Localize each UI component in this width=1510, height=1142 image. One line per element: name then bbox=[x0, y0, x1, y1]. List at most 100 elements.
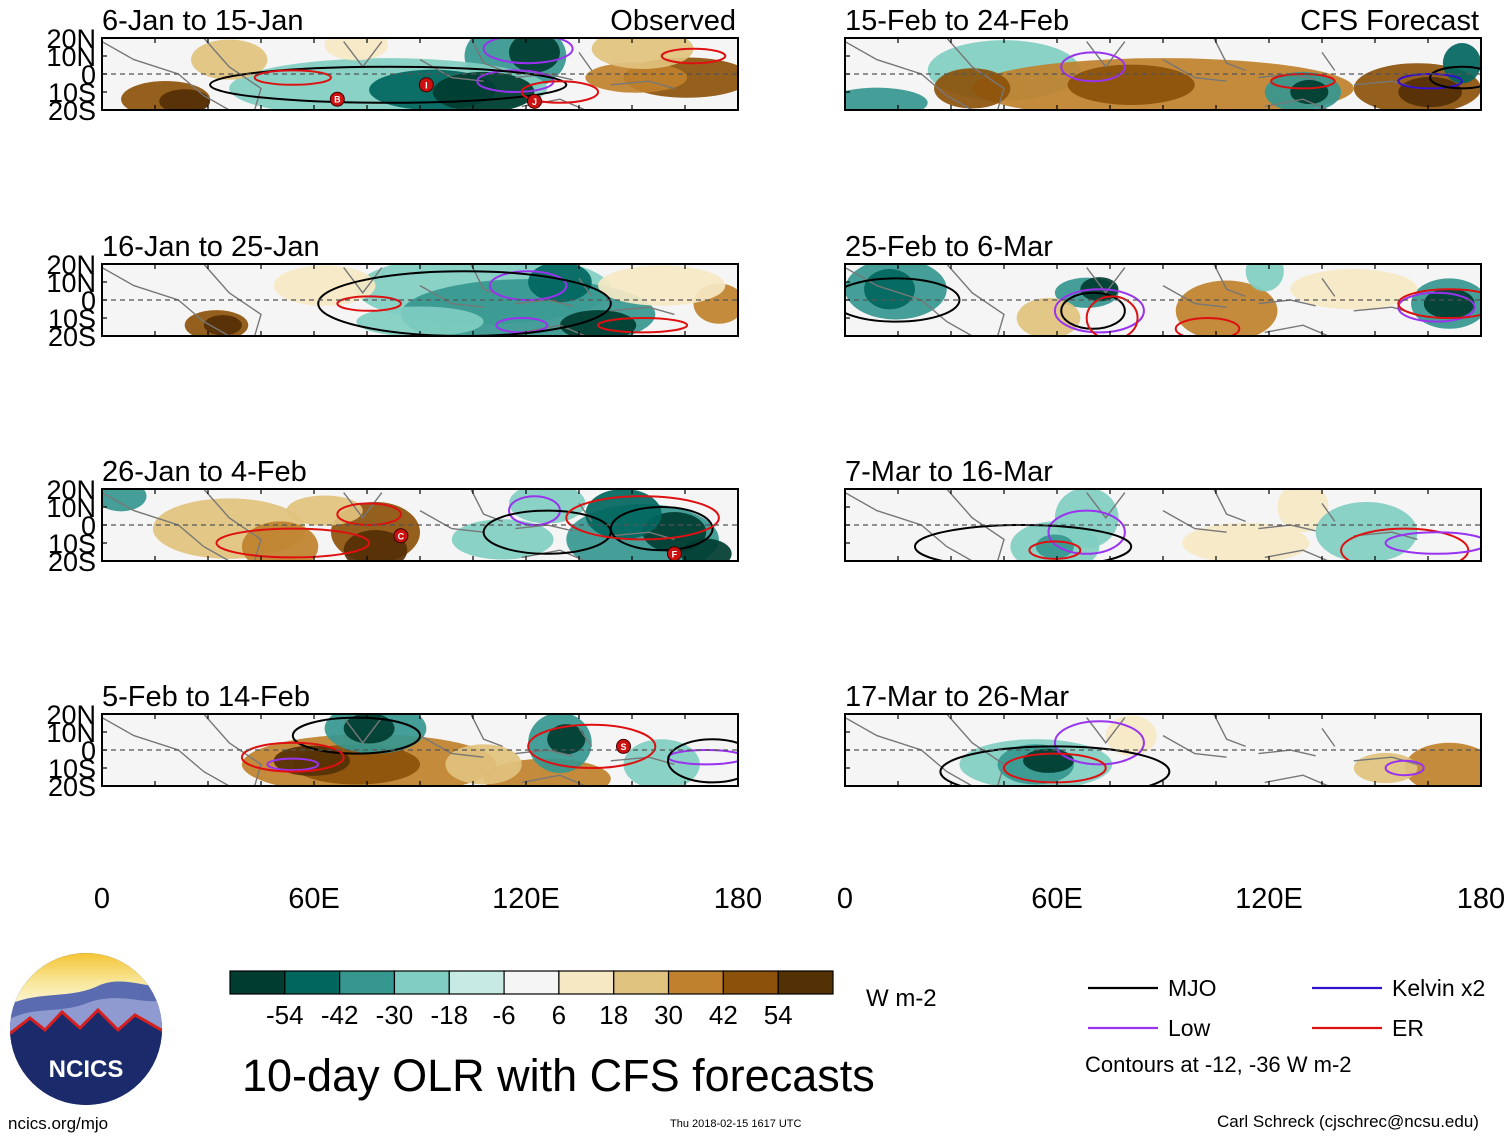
coastline bbox=[1353, 756, 1418, 766]
panel-fields bbox=[102, 489, 732, 561]
colorbar-swatch bbox=[558, 970, 615, 995]
y-tick-label: 20N bbox=[46, 250, 96, 280]
contour-low bbox=[1053, 720, 1145, 766]
coastline bbox=[203, 38, 262, 110]
x-tick-label: 60E bbox=[288, 883, 340, 915]
y-tick-label: 20S bbox=[48, 547, 96, 577]
y-tick-label: 0 bbox=[81, 60, 96, 90]
y-tick-label: 20N bbox=[46, 24, 96, 54]
tc-marker-label: S bbox=[621, 742, 627, 752]
colorbar-label: -30 bbox=[376, 1000, 414, 1030]
panel-title: 25-Feb to 6-Mar bbox=[845, 231, 1053, 263]
coastline bbox=[470, 38, 503, 72]
coastline bbox=[1213, 489, 1246, 523]
map-panel-R3: 17-Mar to 26-Mar bbox=[844, 681, 1482, 787]
coastline bbox=[946, 714, 1005, 786]
timestamp: Thu 2018-02-15 1617 UTC bbox=[670, 1118, 802, 1130]
olr-anomaly-blob bbox=[343, 714, 395, 744]
colorbar-swatch bbox=[229, 970, 286, 995]
contour-er bbox=[527, 723, 657, 770]
contour-er bbox=[253, 69, 332, 86]
colorbar-label: 6 bbox=[552, 1000, 566, 1030]
y-tick-label: 0 bbox=[81, 286, 96, 316]
panel-title: 5-Feb to 14-Feb bbox=[102, 681, 310, 713]
contour-er bbox=[215, 527, 371, 559]
colorbar-swatch bbox=[448, 970, 505, 995]
olr-anomaly-blob bbox=[159, 89, 211, 110]
coastline bbox=[1264, 774, 1329, 786]
coastline bbox=[1264, 98, 1329, 110]
contour-low bbox=[1384, 531, 1481, 555]
colorbar-swatch bbox=[722, 970, 779, 995]
panel-title: 26-Jan to 4-Feb bbox=[102, 456, 307, 488]
tc-marker-label: B bbox=[334, 95, 341, 105]
contour-er bbox=[336, 502, 402, 527]
colorbar-label: -18 bbox=[430, 1000, 468, 1030]
coastline bbox=[1162, 734, 1227, 758]
contour-low bbox=[1384, 759, 1425, 777]
coastline bbox=[419, 58, 484, 82]
olr-anomaly-blob bbox=[343, 530, 408, 561]
colorbar-label: 18 bbox=[599, 1000, 628, 1030]
olr-anomaly-blob bbox=[356, 306, 484, 336]
contour-mjo bbox=[913, 524, 1133, 561]
contour-mjo bbox=[667, 738, 738, 784]
panel-fields bbox=[102, 264, 738, 336]
panel-header-label: CFS Forecast bbox=[1300, 5, 1479, 37]
legend-label: ER bbox=[1392, 1015, 1424, 1041]
tc-marker: B bbox=[329, 91, 345, 107]
y-tick-label: 10S bbox=[48, 78, 96, 108]
panel-fields bbox=[102, 38, 738, 110]
y-tick-label: 10N bbox=[46, 42, 96, 72]
y-tick-label: 20N bbox=[46, 475, 96, 505]
tc-marker-label: F bbox=[672, 549, 678, 559]
x-tick-label: 180 bbox=[1457, 883, 1505, 915]
coastline bbox=[1321, 51, 1336, 71]
tc-marker-label: C bbox=[398, 531, 405, 541]
coastline bbox=[1086, 717, 1126, 744]
coastline bbox=[578, 277, 593, 297]
x-tick-label: 180 bbox=[714, 883, 762, 915]
site-link[interactable]: ncics.org/mjo bbox=[8, 1114, 109, 1133]
olr-anomaly-blob bbox=[241, 521, 319, 561]
tc-marker-dot bbox=[526, 93, 542, 109]
coastline bbox=[578, 502, 593, 522]
tc-marker-dot bbox=[616, 738, 632, 754]
map-panel-R0: 15-Feb to 24-Feb CFS Forecast bbox=[844, 5, 1482, 111]
tc-marker: J bbox=[526, 93, 542, 109]
coastline bbox=[1086, 492, 1126, 519]
coastline bbox=[1162, 509, 1227, 533]
panel-fields bbox=[845, 38, 1481, 110]
coastline bbox=[203, 264, 262, 336]
olr-anomaly-blob bbox=[1442, 43, 1481, 84]
coastline bbox=[343, 717, 383, 744]
coastline bbox=[1213, 714, 1246, 748]
olr-anomaly-blob bbox=[203, 315, 242, 336]
y-tick-label: 0 bbox=[81, 736, 96, 766]
colorbar-label: 54 bbox=[764, 1000, 793, 1030]
olr-anomaly-blob bbox=[1016, 297, 1081, 336]
coastline bbox=[343, 267, 383, 294]
olr-anomaly-blob bbox=[451, 519, 554, 560]
contour-low bbox=[1053, 288, 1145, 334]
panel-title: 17-Mar to 26-Mar bbox=[845, 681, 1069, 713]
olr-anomaly-blob bbox=[1067, 64, 1195, 105]
contour-low bbox=[1397, 291, 1476, 323]
coastline bbox=[419, 284, 484, 308]
contour-low bbox=[1047, 509, 1126, 555]
tc-marker: F bbox=[666, 546, 682, 562]
panel-fields bbox=[845, 714, 1481, 786]
olr-anomaly-blob bbox=[1398, 76, 1462, 108]
colorbar-swatch bbox=[284, 970, 341, 995]
contour-low bbox=[1060, 51, 1126, 83]
y-tick-label: 10N bbox=[46, 268, 96, 298]
coastline bbox=[203, 489, 262, 561]
contour-note: Contours at -12, -36 W m-2 bbox=[1085, 1052, 1352, 1077]
panel-title: 7-Mar to 16-Mar bbox=[845, 456, 1053, 488]
